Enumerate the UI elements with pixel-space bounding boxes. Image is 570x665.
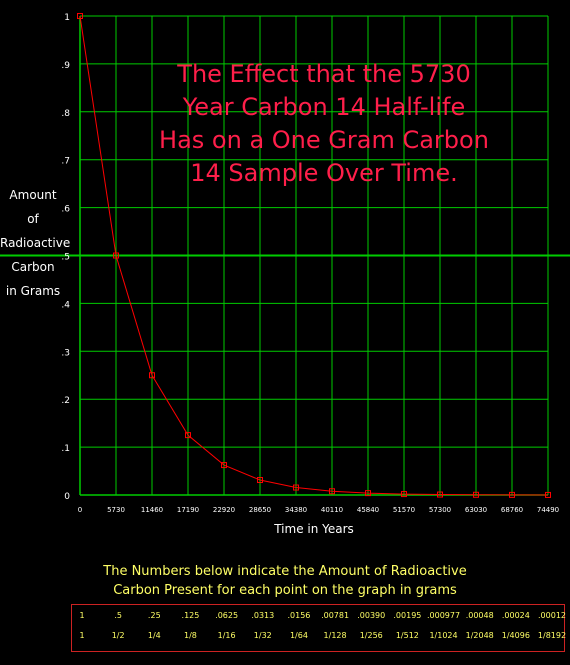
- note-line: Carbon Present for each point on the gra…: [113, 583, 457, 598]
- x-tick-label: 51570: [393, 506, 415, 514]
- x-tick-label: 68760: [501, 506, 523, 514]
- x-tick-label: 63030: [465, 506, 487, 514]
- data-point: [293, 484, 299, 491]
- fraction-value: 1/1024: [429, 631, 458, 640]
- data-point: [257, 477, 263, 484]
- note-line: The Numbers below indicate the Amount of…: [103, 564, 467, 579]
- fraction-value: 1/16: [217, 631, 236, 640]
- decimal-row: 1 .5 .25 .125 .0625 .0313 .0156 .00781 .00390 .00…: [74, 611, 566, 625]
- x-tick-label: 17190: [177, 506, 199, 514]
- values-table: 1 .5 .25 .125 .0625 .0313 .0156 .00781 .00390 .00…: [71, 604, 566, 652]
- y-tick-label: 1: [64, 13, 70, 23]
- y-tick-label: .6: [61, 205, 70, 215]
- decimal-value: .0156: [287, 611, 311, 620]
- data-point: [113, 252, 119, 259]
- data-point: [221, 462, 227, 469]
- data-point: [509, 491, 515, 498]
- y-tick-label: 0: [64, 492, 70, 502]
- y-label-line: Carbon: [11, 260, 55, 274]
- title-line: The Effect that the 5730: [177, 60, 471, 88]
- y-axis-label: Amount of Radioactive Carbon in Grams: [0, 183, 71, 303]
- y-tick-label: .3: [61, 348, 70, 358]
- data-point: [365, 490, 371, 497]
- data-point: [437, 491, 443, 498]
- fraction-value: 1/64: [289, 631, 308, 640]
- y-label-line: in Grams: [5, 284, 61, 298]
- title-line: 14 Sample Over Time.: [190, 159, 458, 187]
- x-tick-label: 28650: [249, 506, 271, 514]
- y-label-line: of: [27, 212, 39, 226]
- x-tick-label: 0: [78, 506, 82, 514]
- y-label-line: Radioactive: [0, 236, 71, 250]
- title-line: Year Carbon 14 Half-life: [182, 93, 466, 121]
- explanation-note: The Numbers below indicate the Amount of…: [20, 562, 550, 600]
- series-line: [79, 15, 549, 496]
- decimal-value: .25: [147, 611, 161, 620]
- decimal-value: 1: [79, 611, 85, 620]
- decimal-value: .125: [181, 611, 200, 620]
- fraction-row: 1 1/2 1/4 1/8 1/16 1/32 1/64 1/128 1/256 1/512 1/1…: [74, 631, 566, 645]
- decimal-value: .000977: [426, 611, 461, 620]
- decimal-value: .00048: [465, 611, 494, 620]
- data-point: [545, 491, 551, 498]
- y-tick-label: .9: [61, 61, 70, 71]
- y-tick-label: .8: [61, 109, 70, 119]
- fraction-value: 1: [79, 631, 85, 640]
- x-tick-label: 22920: [213, 506, 235, 514]
- x-axis-label: Time in Years: [274, 522, 354, 536]
- x-tick-label: 11460: [141, 506, 163, 514]
- fraction-value: 1/8: [184, 631, 197, 640]
- y-label-line: Amount: [9, 188, 57, 202]
- y-tick-labels: 0 .1 .2 .3 .4 .5 .6 .7 .8 .9 1: [61, 13, 70, 502]
- decimal-value: .00195: [393, 611, 422, 620]
- fraction-value: 1/2: [111, 631, 125, 640]
- x-tick-label: 34380: [285, 506, 307, 514]
- y-tick-label: .7: [61, 157, 70, 167]
- x-tick-label: 57300: [429, 506, 451, 514]
- decimal-value: .0313: [251, 611, 275, 620]
- x-tick-label: 5730: [107, 506, 125, 514]
- data-point: [185, 432, 191, 439]
- x-tick-label: 74490: [537, 506, 559, 514]
- chart-title: The Effect that the 5730 Year Carbon 14 …: [112, 58, 536, 190]
- decimal-value: .0625: [215, 611, 239, 620]
- x-tick-label: 40110: [321, 506, 343, 514]
- decimal-value: .00781: [321, 611, 350, 620]
- fraction-value: 1/256: [359, 631, 383, 640]
- decimal-value: .5: [114, 611, 122, 620]
- fraction-value: 1/128: [323, 631, 347, 640]
- x-tick-label: 45840: [357, 506, 379, 514]
- data-point: [329, 488, 335, 495]
- data-point: [401, 491, 407, 498]
- y-tick-label: .2: [61, 396, 70, 406]
- decay-chart: 0 .1 .2 .3 .4 .5 .6 .7 .8 .9 1 0 5730 11460 17190 2292…: [0, 13, 570, 514]
- y-tick-label: .4: [61, 300, 70, 310]
- fraction-value: 1/8192: [537, 631, 567, 640]
- fraction-value: 1/512: [395, 631, 419, 640]
- fraction-value: 1/2048: [465, 631, 494, 640]
- fraction-value: 1/4: [147, 631, 161, 640]
- x-tick-labels: 0 5730 11460 17190 22920 28650 34380 40110 45840…: [78, 506, 559, 514]
- data-point: [149, 372, 155, 379]
- data-point: [77, 13, 83, 19]
- decimal-value: .00012: [538, 611, 566, 620]
- fraction-value: 1/32: [253, 631, 272, 640]
- decay-series: [77, 13, 551, 498]
- y-tick-label: .1: [61, 444, 70, 454]
- y-tick-label: .5: [61, 253, 70, 263]
- decimal-value: .00024: [501, 611, 530, 620]
- data-point: [473, 491, 479, 498]
- title-line: Has on a One Gram Carbon: [159, 126, 489, 154]
- decimal-value: .00390: [357, 611, 386, 620]
- fraction-value: 1/4096: [501, 631, 530, 640]
